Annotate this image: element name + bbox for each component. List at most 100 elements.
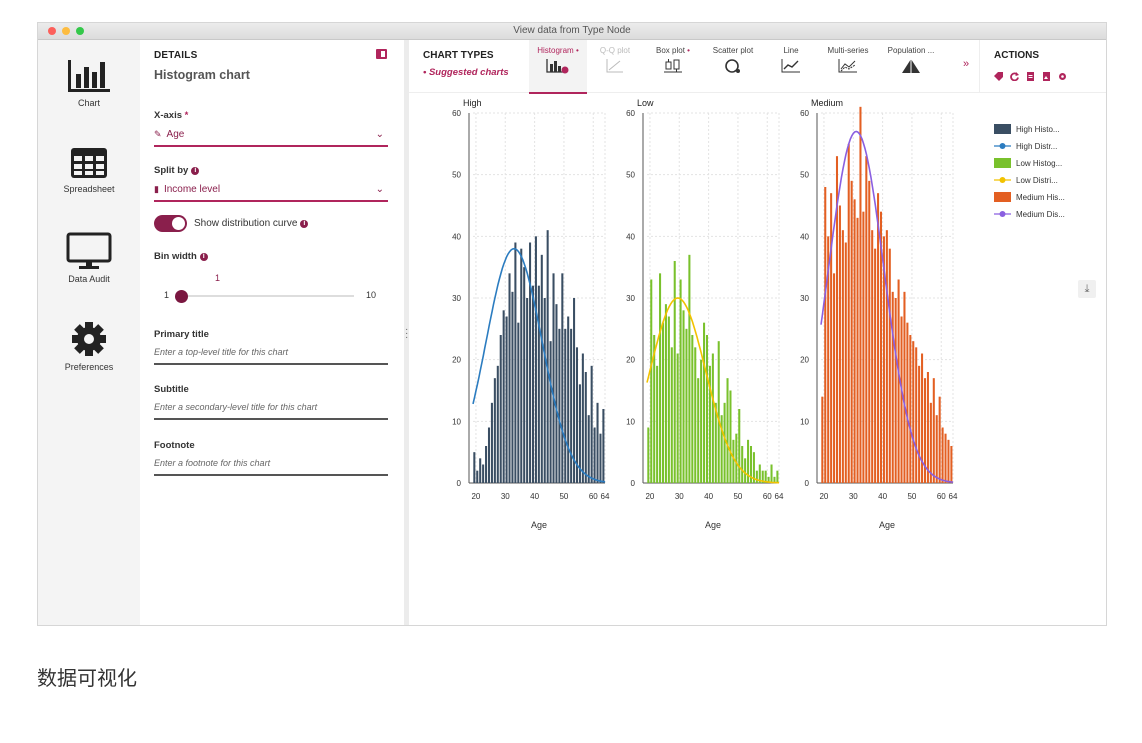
minimize-window-button[interactable] — [62, 27, 70, 35]
legend-marker — [999, 143, 1006, 149]
histogram-bar — [593, 427, 596, 483]
download-icon[interactable]: ⤓ — [1078, 280, 1096, 298]
y-tick-label: 20 — [452, 356, 461, 365]
histogram-icon — [529, 58, 587, 76]
histogram-bar — [909, 335, 912, 483]
histogram-bar — [499, 335, 502, 483]
tag-icon[interactable] — [994, 68, 1003, 81]
gear-icon — [72, 322, 106, 356]
footnote-input[interactable]: Enter a footnote for this chart — [154, 458, 388, 476]
histogram-bar — [667, 316, 670, 483]
histogram-bar — [526, 298, 529, 483]
legend-label: Low Distri... — [1016, 176, 1058, 185]
chart-type-label: Histogram — [537, 46, 574, 55]
nav-item-chart[interactable]: Chart — [38, 58, 140, 108]
histogram-bar — [656, 365, 659, 483]
histogram-bar — [575, 347, 579, 483]
y-tick-label: 30 — [452, 294, 461, 303]
binwidth-slider-track[interactable] — [182, 295, 354, 297]
histogram-bar — [915, 347, 918, 483]
x-tick-label: 64 — [601, 492, 610, 501]
panel-splitter[interactable]: · · · — [404, 40, 409, 625]
y-tick-label: 20 — [800, 356, 809, 365]
chart-type-qq-plot[interactable]: Q-Q plot — [591, 40, 639, 92]
chart-type-scatter-plot[interactable]: Scatter plot — [705, 40, 761, 92]
chart-types-heading: CHART TYPES — [423, 50, 494, 61]
chart-kind-title: Histogram chart — [154, 68, 250, 82]
y-tick-label: 0 — [457, 479, 462, 488]
info-icon: i — [300, 220, 309, 228]
nav-item-spreadsheet[interactable]: Spreadsheet — [38, 146, 140, 194]
histogram-bar — [599, 433, 602, 483]
chart-type-box-plot[interactable]: Box plot • — [649, 40, 697, 92]
chart-type-label: Population ... — [887, 46, 935, 55]
histogram-bar — [859, 106, 862, 483]
more-chart-types-icon[interactable]: » — [963, 58, 970, 70]
primary-title-label: Primary title — [154, 329, 209, 340]
histogram-bar — [590, 365, 593, 483]
chevron-down-icon: ⌄ — [375, 129, 384, 140]
x-tick-label: 40 — [878, 492, 887, 501]
x-tick-label: 64 — [775, 492, 784, 501]
primary-title-input[interactable]: Enter a top-level title for this chart — [154, 347, 388, 365]
histogram-bar — [711, 353, 714, 483]
histogram-bar — [502, 310, 505, 483]
binwidth-slider-knob[interactable] — [175, 290, 188, 303]
window-title: View data from Type Node — [513, 25, 631, 36]
histogram-bar — [534, 236, 537, 483]
histogram-bar — [735, 433, 738, 483]
chevron-down-icon: ⌄ — [375, 184, 384, 195]
histogram-bar — [865, 156, 868, 483]
chart-type-label: Q-Q plot — [599, 46, 631, 55]
splitby-select[interactable]: ▮ Income level ⌄ — [154, 184, 388, 202]
export-image-icon[interactable] — [1042, 68, 1051, 81]
xaxis-select[interactable]: ✎ Age ⌄ — [154, 129, 388, 147]
refresh-icon[interactable] — [1010, 68, 1019, 82]
x-tick-label: 60 — [763, 492, 772, 501]
histogram-bar — [661, 322, 665, 483]
legend-marker — [999, 211, 1006, 217]
histogram-bar — [578, 384, 581, 483]
histogram-bar — [723, 402, 726, 483]
histogram-bar — [514, 242, 517, 483]
export-pdf-icon[interactable] — [1026, 68, 1035, 81]
histogram-bar — [744, 458, 747, 483]
histogram-bar — [841, 230, 844, 483]
table-icon — [71, 148, 107, 178]
nav-label: Spreadsheet — [63, 184, 115, 194]
histogram-bar — [932, 378, 935, 483]
histogram-bar — [546, 230, 549, 483]
splitby-label: Split by i — [154, 165, 200, 176]
histogram-bar — [587, 415, 590, 483]
histogram-bar — [950, 446, 953, 483]
histogram-bar — [833, 273, 836, 483]
x-tick-label: 20 — [645, 492, 654, 501]
histogram-bar — [520, 248, 523, 483]
histogram-bar — [558, 328, 561, 483]
splitby-value: Income level — [163, 184, 221, 195]
settings-icon[interactable] — [1058, 68, 1067, 80]
histogram-bar — [703, 322, 706, 483]
histogram-bar — [764, 470, 767, 483]
nav-item-preferences[interactable]: Preferences — [38, 320, 140, 372]
xaxis-value: Age — [166, 129, 185, 140]
histogram-bar — [941, 427, 944, 483]
histogram-bar — [732, 439, 735, 483]
histogram-bar — [885, 230, 888, 483]
collapse-panel-icon[interactable] — [376, 49, 387, 59]
chart-type-population[interactable]: Population ... — [881, 40, 941, 92]
distribution-curve-toggle[interactable] — [154, 215, 187, 232]
chart-type-multi-series[interactable]: Multi-series — [821, 40, 875, 92]
chart-type-line[interactable]: Line — [771, 40, 811, 92]
nav-item-data-audit[interactable]: Data Audit — [38, 232, 140, 284]
histogram-bar — [868, 180, 871, 483]
x-tick-label: 50 — [733, 492, 742, 501]
subtitle-input[interactable]: Enter a secondary-level title for this c… — [154, 402, 388, 420]
close-window-button[interactable] — [48, 27, 56, 35]
suggested-charts-note: • Suggested charts — [423, 67, 509, 78]
histogram-bar — [670, 347, 673, 483]
chart-type-histogram[interactable]: Histogram • — [529, 40, 587, 94]
zoom-window-button[interactable] — [76, 27, 84, 35]
y-tick-label: 50 — [800, 171, 809, 180]
histogram-bar — [485, 446, 488, 483]
